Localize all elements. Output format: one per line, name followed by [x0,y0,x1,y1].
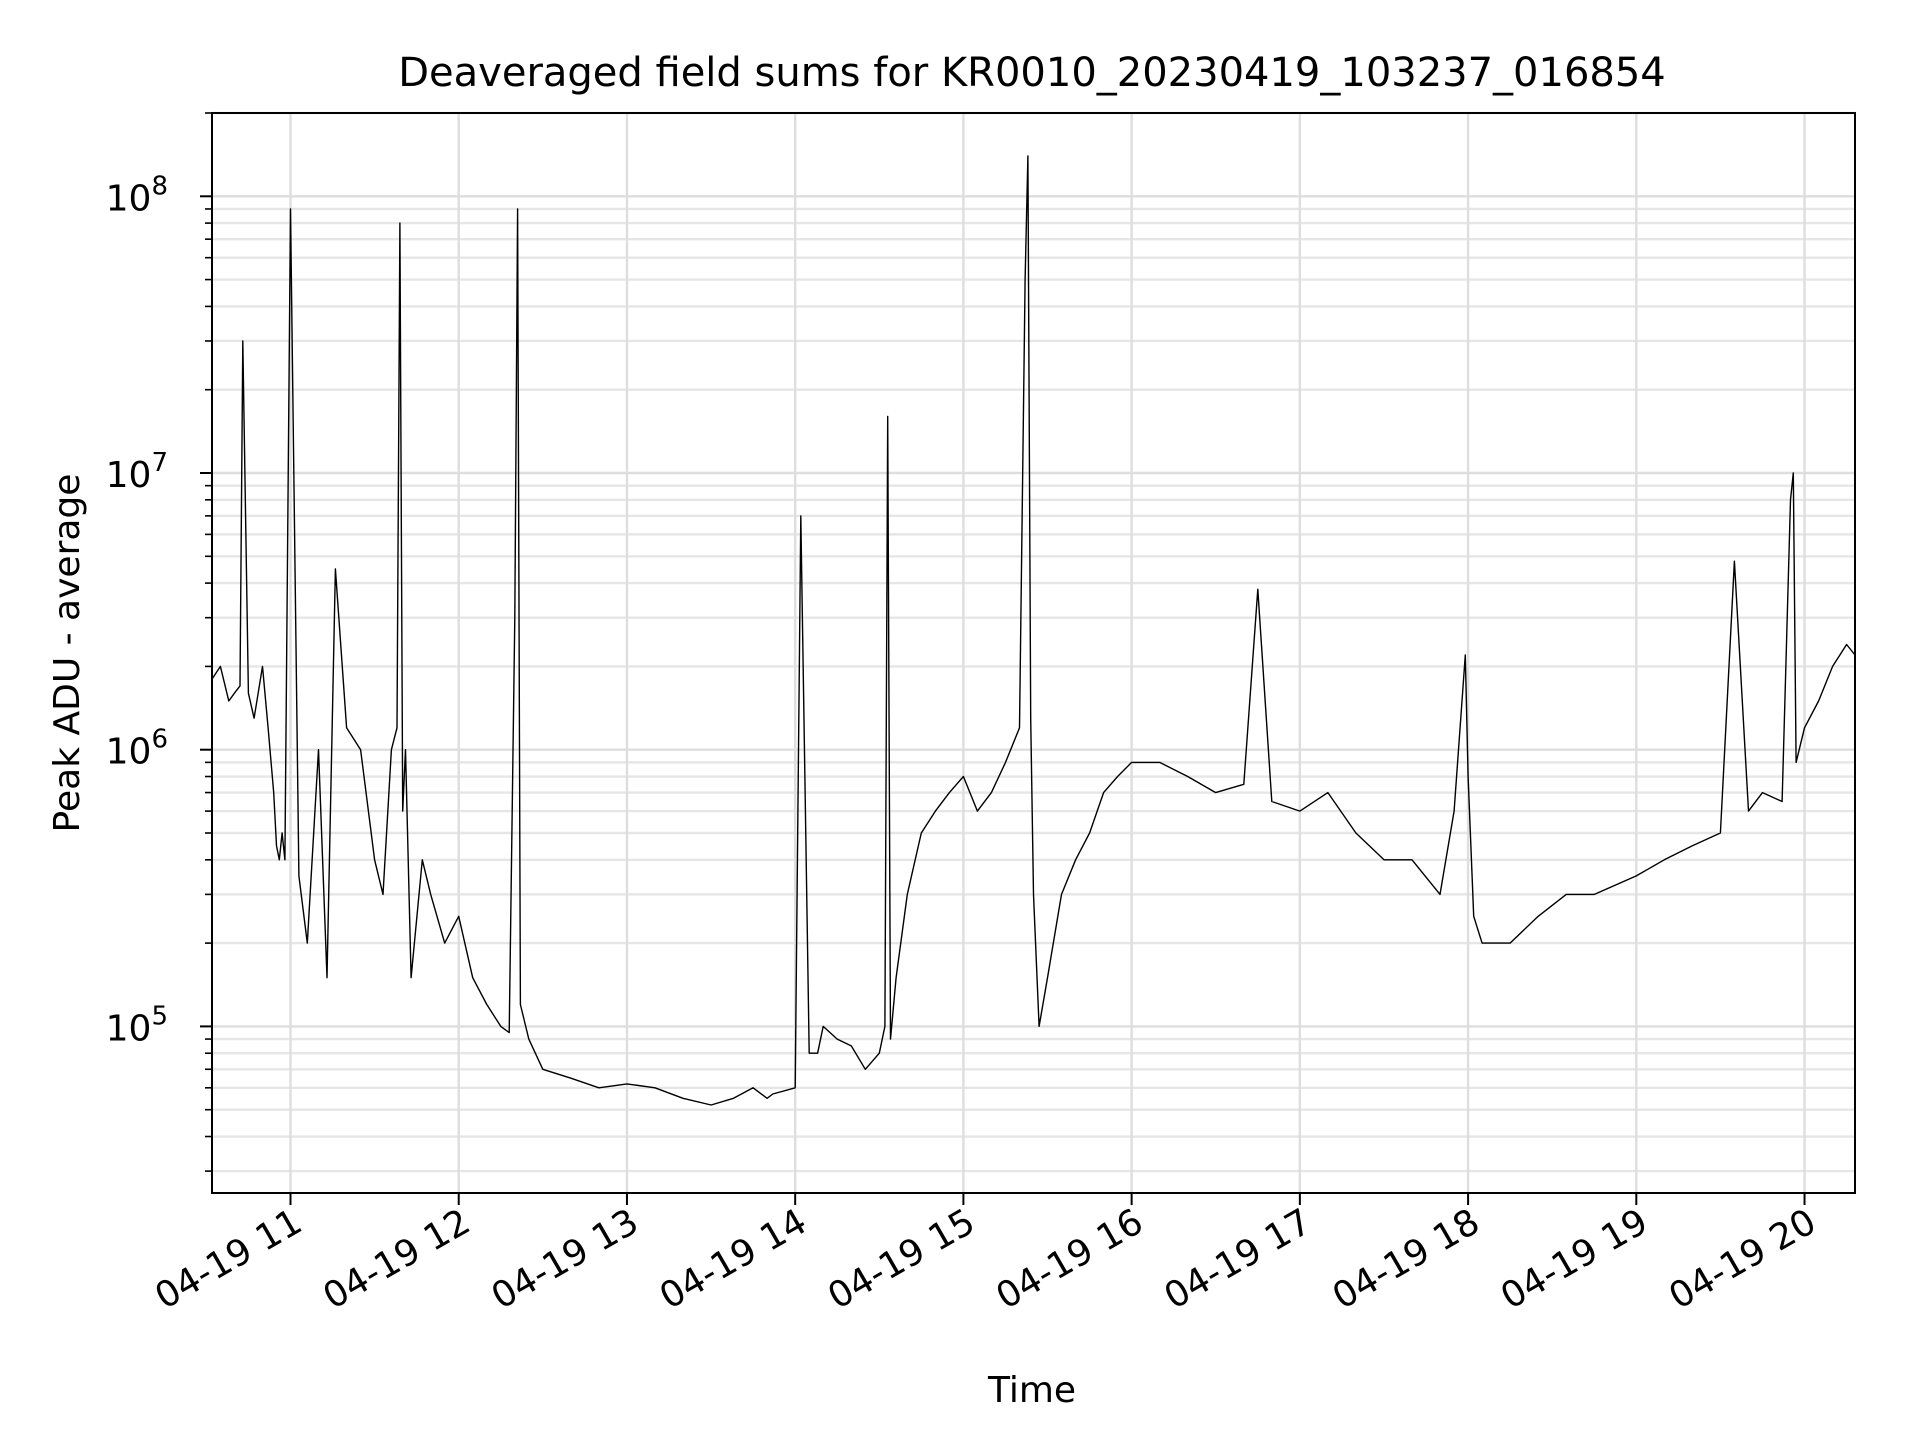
series-layer [211,155,1856,1106]
y-tick-label-exponent: 7 [151,448,168,478]
y-tick-label: 107 [106,448,168,496]
y-tick-label-base: 10 [106,178,152,219]
y-tick-label: 105 [106,1001,168,1049]
y-tick-label: 106 [106,725,168,773]
x-axis-label: Time [987,1370,1076,1411]
y-tick-label-base: 10 [106,1008,152,1049]
series-line [211,155,1856,1106]
y-tick-label-exponent: 5 [151,1001,168,1031]
y-tick-label: 108 [106,171,168,219]
plot-area-frame [211,112,1856,1194]
y-tick-label-exponent: 8 [151,171,168,201]
y-axis-label: Peak ADU - average [47,474,88,833]
chart-title: Deaveraged field sums for KR0010_2023041… [398,50,1666,96]
y-tick-label-base: 10 [106,732,152,773]
y-tick-label-exponent: 6 [151,725,168,755]
major-gridlines [212,113,1855,1193]
y-tick-label-base: 10 [106,455,152,496]
